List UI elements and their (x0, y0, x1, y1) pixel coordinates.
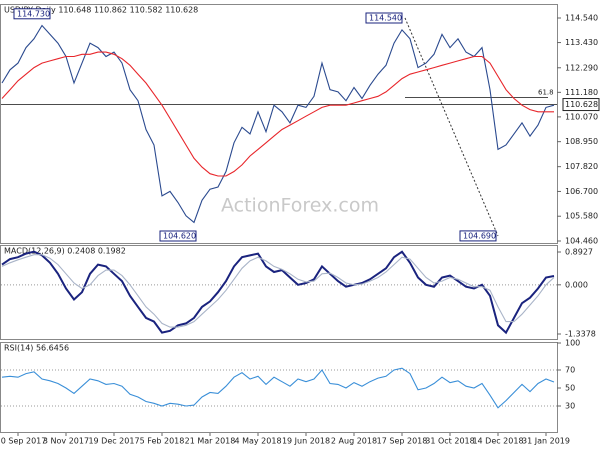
x-tick-label: 31 Jan 2019 (522, 437, 570, 446)
x-tick-label: 31 Oct 2018 (425, 437, 474, 446)
annotation-label: 114.540 (369, 14, 402, 23)
x-tick-label: 3 Nov 2017 (43, 437, 89, 446)
series-line (1, 51, 554, 177)
annotation-label: 104.690 (463, 231, 496, 240)
series-line (1, 250, 555, 335)
x-tick-label: 21 Mar 2018 (185, 437, 236, 446)
series-line (1, 254, 555, 328)
y-tick-label: 110.070 (565, 112, 598, 121)
series-line (1, 24, 555, 224)
annotation-box (13, 8, 51, 20)
y-tick-label: 105.580 (565, 212, 598, 221)
fib-label: 61.8 (538, 88, 554, 96)
y-tick-label: 111.180 (565, 88, 598, 97)
x-tick-label: 20 Sep 2017 (0, 437, 46, 446)
y-tick-label: 50 (565, 384, 575, 393)
series-line (1, 367, 555, 409)
last-price-box (562, 98, 600, 112)
y-tick-label: 0.8927 (565, 248, 593, 257)
annotation-label: 114.730 (17, 9, 50, 18)
price-panel (0, 4, 558, 244)
rsi-panel (0, 342, 558, 433)
y-tick-label: 114.540 (565, 14, 598, 23)
y-tick-label: 70 (565, 366, 575, 375)
y-tick-label: 0.000 (565, 280, 588, 289)
annotation-box (365, 12, 403, 24)
annotation-box (459, 230, 497, 242)
y-tick-label: 112.290 (565, 63, 598, 72)
swing-line (404, 17, 499, 237)
last-price-label: 110.628 (565, 100, 598, 109)
y-tick-label: 100 (565, 339, 580, 348)
x-tick-label: 19 Dec 2017 (88, 437, 139, 446)
macd-title: MACD(12,26,9) 0.2408 0.1982 (4, 247, 126, 256)
x-tick-label: 19 Jun 2018 (282, 437, 330, 446)
x-tick-label: 14 Dec 2018 (472, 437, 523, 446)
y-tick-label: 30 (565, 402, 575, 411)
watermark: ActionForex.com (221, 195, 379, 217)
y-tick-label: 108.950 (565, 137, 598, 146)
price-title: USDJPY Daily 110.648 110.862 110.582 110… (4, 6, 198, 15)
y-tick-label: 107.820 (565, 162, 598, 171)
x-tick-label: 4 May 2018 (234, 437, 281, 446)
y-tick-label: -1.3378 (565, 330, 596, 339)
annotation-label: 104.620 (163, 232, 196, 241)
y-tick-label: 113.430 (565, 38, 598, 47)
annotation-box (159, 230, 197, 242)
rsi-title: RSI(14) 56.6456 (4, 344, 69, 353)
x-tick-label: 5 Feb 2018 (140, 437, 185, 446)
x-tick-label: 2 Aug 2018 (331, 437, 377, 446)
y-tick-label: 104.460 (565, 237, 598, 246)
y-tick-label: 106.700 (565, 187, 598, 196)
x-tick-label: 17 Sep 2018 (377, 437, 428, 446)
macd-panel (0, 245, 558, 340)
